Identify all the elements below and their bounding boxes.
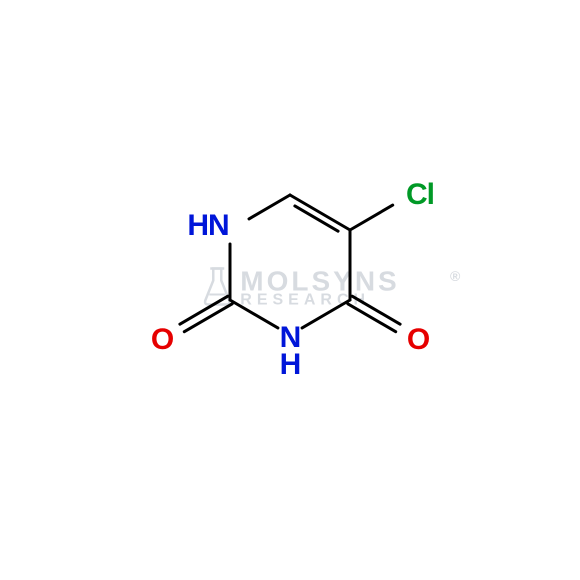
oxygen-4-label: O — [407, 323, 429, 357]
oxygen-2-label: O — [151, 323, 173, 357]
nitrogen-1-label: HN — [187, 209, 228, 243]
bond-layer — [0, 0, 580, 580]
nitrogen-3-h-label: H — [280, 348, 301, 382]
chlorine-label: Cl — [406, 178, 434, 212]
structure-canvas: MOLSYNS RESEARCH ® HNNHOOCl — [0, 0, 580, 580]
